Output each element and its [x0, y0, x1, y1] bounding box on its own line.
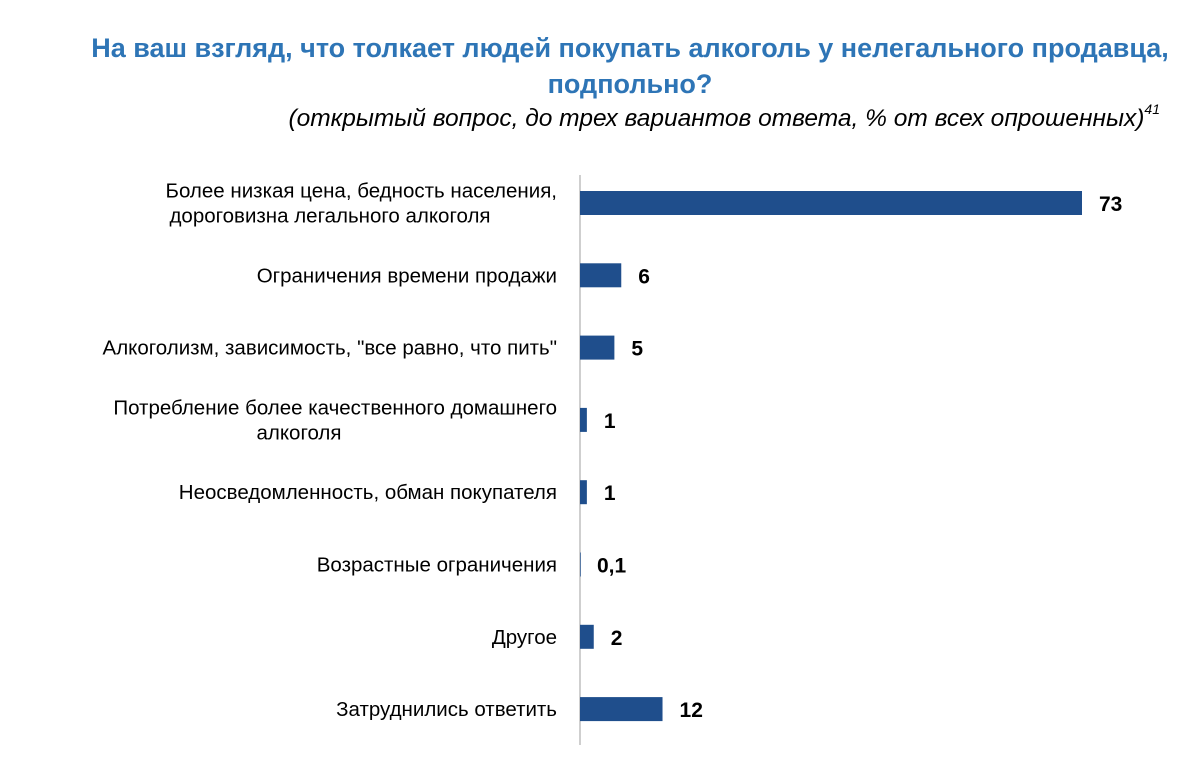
category-label: Затруднились ответить: [336, 698, 557, 721]
category-label-line: Алкоголизм, зависимость, "все равно, что…: [103, 337, 557, 360]
category-label-line: Возрастные ограничения: [317, 554, 557, 577]
chart-subtitle: (открытый вопрос, до трех вариантов отве…: [40, 101, 1160, 134]
bar: [580, 624, 594, 649]
bar: [580, 552, 581, 577]
category-label: Более низкая цена, бедность населения, до…: [166, 180, 557, 228]
bar: [580, 335, 615, 360]
category-label-line: Более низкая цена, бедность населения,: [166, 180, 557, 203]
value-label: 2: [611, 627, 623, 650]
category-labels: Более низкая цена, бедность населения, до…: [103, 180, 557, 722]
value-labels: 73 6 5 1 1 0,1 2 12: [597, 193, 1122, 722]
category-label: Возрастные ограничения: [317, 554, 557, 577]
footnote-marker: 41: [1144, 101, 1160, 117]
category-label-line: алкоголя: [256, 421, 341, 444]
bar: [580, 697, 663, 722]
bar: [580, 191, 1082, 215]
chart-title: На ваш взгляд, что толкает людей покупат…: [91, 33, 1169, 99]
value-label: 5: [631, 338, 643, 361]
subtitle-text: (открытый вопрос, до трех вариантов отве…: [288, 105, 1145, 132]
category-label: Другое: [492, 626, 557, 649]
value-label: 1: [604, 410, 616, 433]
category-label-line: Ограничения времени продажи: [257, 264, 557, 287]
bar: [580, 263, 622, 288]
category-label: Потребление более качественного домашнег…: [113, 396, 557, 444]
bars: [580, 191, 1082, 722]
category-label: Неосведомленность, обман покупателя: [179, 481, 557, 504]
value-label: 73: [1099, 193, 1122, 216]
bar: [580, 407, 587, 432]
category-label-line: Неосведомленность, обман покупателя: [179, 481, 557, 504]
value-label: 12: [680, 699, 703, 722]
value-label: 1: [604, 482, 616, 505]
category-label-line: Затруднились ответить: [336, 698, 557, 721]
category-label-line: Другое: [492, 626, 557, 649]
category-label-line: Потребление более качественного домашнег…: [113, 396, 557, 419]
category-label: Алкоголизм, зависимость, "все равно, что…: [103, 337, 557, 360]
value-label: 0,1: [597, 555, 627, 578]
category-label: Ограничения времени продажи: [257, 264, 557, 287]
category-label-line: дороговизна легального алкоголя: [169, 205, 490, 228]
value-label: 6: [638, 265, 650, 288]
bar: [580, 480, 587, 505]
